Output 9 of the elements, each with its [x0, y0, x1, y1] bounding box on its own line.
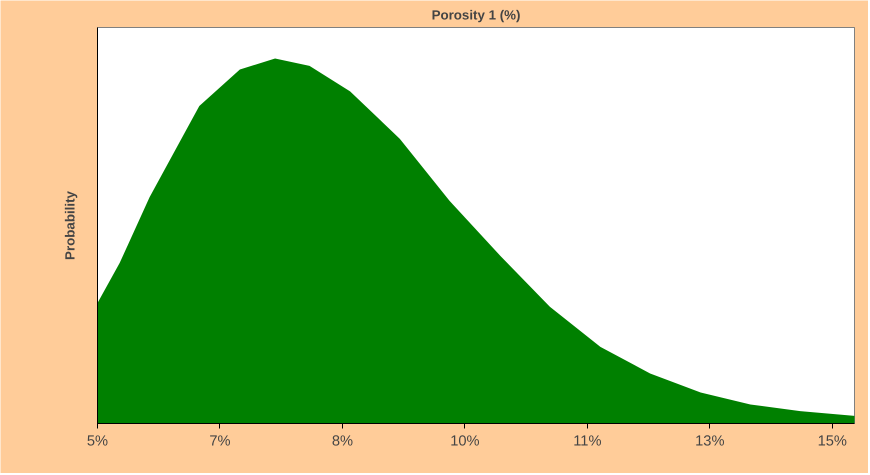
x-tick-label: 5% [86, 434, 108, 450]
x-tick-label: 10% [450, 434, 480, 450]
x-tick-label: 8% [332, 434, 354, 450]
x-tick-label: 13% [695, 434, 725, 450]
y-axis-title: Probability [62, 190, 78, 260]
chart-title: Porosity 1 (%) [432, 8, 520, 22]
x-tick-label: 11% [573, 434, 602, 450]
x-tick-label: 7% [209, 434, 231, 450]
x-tick-label: 15% [818, 434, 847, 450]
